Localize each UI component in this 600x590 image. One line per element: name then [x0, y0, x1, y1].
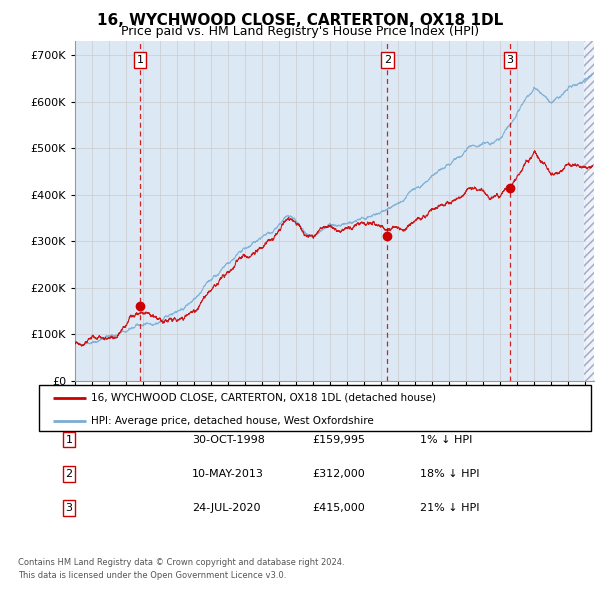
- Text: This data is licensed under the Open Government Licence v3.0.: This data is licensed under the Open Gov…: [18, 571, 286, 580]
- Text: 3: 3: [65, 503, 73, 513]
- Text: 2: 2: [65, 469, 73, 478]
- Text: 2: 2: [384, 55, 391, 65]
- Text: Contains HM Land Registry data © Crown copyright and database right 2024.: Contains HM Land Registry data © Crown c…: [18, 558, 344, 566]
- Text: 1: 1: [65, 435, 73, 444]
- Text: 1% ↓ HPI: 1% ↓ HPI: [420, 435, 472, 444]
- Text: 16, WYCHWOOD CLOSE, CARTERTON, OX18 1DL (detached house): 16, WYCHWOOD CLOSE, CARTERTON, OX18 1DL …: [91, 393, 436, 403]
- Polygon shape: [584, 41, 594, 381]
- Text: £312,000: £312,000: [312, 469, 365, 478]
- Text: HPI: Average price, detached house, West Oxfordshire: HPI: Average price, detached house, West…: [91, 416, 374, 426]
- Text: £159,995: £159,995: [312, 435, 365, 444]
- Text: 30-OCT-1998: 30-OCT-1998: [192, 435, 265, 444]
- Text: £415,000: £415,000: [312, 503, 365, 513]
- Text: 16, WYCHWOOD CLOSE, CARTERTON, OX18 1DL: 16, WYCHWOOD CLOSE, CARTERTON, OX18 1DL: [97, 13, 503, 28]
- Text: 24-JUL-2020: 24-JUL-2020: [192, 503, 260, 513]
- Text: 3: 3: [506, 55, 514, 65]
- Text: 1: 1: [137, 55, 143, 65]
- Text: 21% ↓ HPI: 21% ↓ HPI: [420, 503, 479, 513]
- Text: 18% ↓ HPI: 18% ↓ HPI: [420, 469, 479, 478]
- Text: Price paid vs. HM Land Registry's House Price Index (HPI): Price paid vs. HM Land Registry's House …: [121, 25, 479, 38]
- Text: 10-MAY-2013: 10-MAY-2013: [192, 469, 264, 478]
